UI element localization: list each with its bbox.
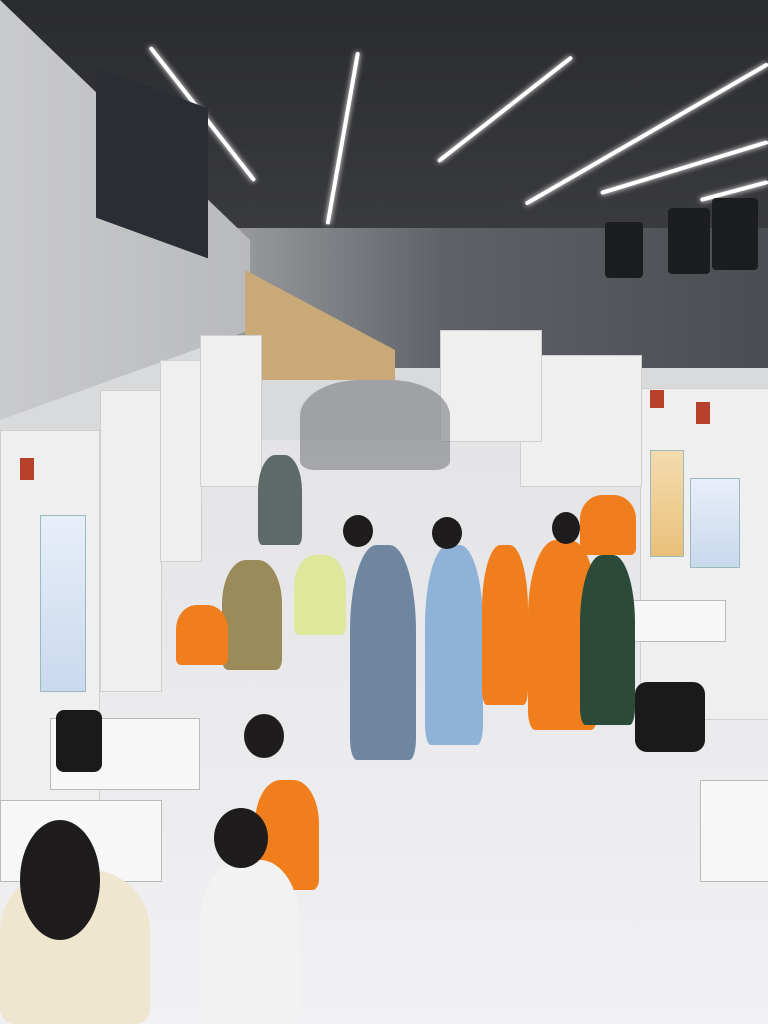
booth-panel bbox=[440, 330, 542, 442]
poster bbox=[690, 478, 740, 568]
booth-panel bbox=[160, 360, 202, 562]
person bbox=[200, 860, 300, 1020]
booth-number bbox=[650, 390, 664, 408]
person bbox=[580, 495, 636, 555]
person-head bbox=[214, 808, 268, 868]
person bbox=[294, 555, 346, 635]
person-head bbox=[244, 714, 284, 758]
booth-number bbox=[696, 402, 710, 424]
ceiling-light bbox=[325, 51, 360, 225]
person-head bbox=[343, 515, 373, 547]
person bbox=[222, 560, 282, 670]
poster bbox=[650, 450, 684, 557]
ceiling-light bbox=[436, 55, 574, 164]
speaker bbox=[605, 222, 643, 278]
person-head bbox=[20, 820, 100, 940]
person bbox=[482, 545, 528, 705]
person-head bbox=[552, 512, 580, 544]
speaker bbox=[712, 198, 758, 270]
person bbox=[300, 380, 450, 470]
person bbox=[258, 455, 302, 545]
person-head bbox=[432, 517, 462, 549]
poster bbox=[40, 515, 86, 692]
table bbox=[632, 600, 726, 642]
backpack bbox=[635, 682, 705, 752]
booth-number bbox=[20, 458, 34, 480]
ceiling-light bbox=[524, 62, 768, 206]
booth-panel bbox=[200, 335, 262, 487]
person bbox=[350, 545, 416, 760]
table bbox=[700, 780, 768, 882]
person bbox=[580, 555, 635, 725]
person bbox=[425, 545, 483, 745]
person bbox=[176, 605, 228, 665]
laptop-bag bbox=[56, 710, 102, 772]
speaker bbox=[668, 208, 710, 274]
booth-panel bbox=[100, 390, 162, 692]
